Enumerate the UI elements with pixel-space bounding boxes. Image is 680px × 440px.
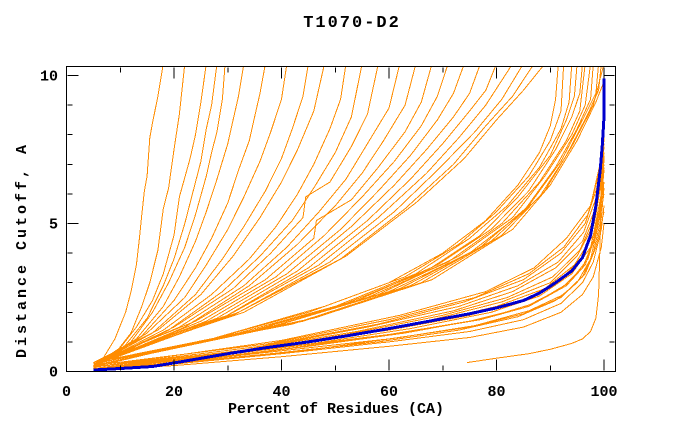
model-curve (93, 66, 363, 368)
model-curve (93, 187, 605, 371)
model-curve (93, 158, 605, 371)
model-curve (93, 66, 347, 367)
x-axis-label: Percent of Residues (CA) (228, 401, 444, 418)
tick-labels-group: 0 20 40 60 80 100 0 5 10 (40, 69, 618, 402)
model-curve (98, 66, 288, 365)
model-curve (93, 205, 605, 369)
model-curve (93, 66, 586, 364)
model-curve (93, 66, 207, 367)
y-tick-label: 0 (49, 365, 58, 382)
y-tick-label: 10 (40, 69, 58, 86)
x-tick-label: 0 (62, 384, 71, 401)
model-curve (93, 143, 605, 369)
x-tick-label: 60 (380, 384, 398, 401)
model-curve (93, 110, 605, 368)
model-curve (98, 66, 218, 366)
axes-group (66, 66, 616, 372)
plot-frame (66, 66, 616, 372)
x-tick-label: 40 (272, 384, 290, 401)
model-curve (93, 66, 565, 368)
model-curve (93, 66, 226, 369)
model-curve (93, 66, 432, 364)
highlighted-model-curve (93, 78, 606, 372)
model-curve (93, 66, 266, 367)
y-axis-label: Distance Cutoff, A (14, 142, 31, 358)
model-curve (93, 66, 578, 365)
model-curve (93, 66, 448, 367)
model-curve (93, 131, 605, 368)
chart-title: T1070-D2 (303, 14, 401, 33)
model-curve (93, 66, 400, 365)
model-curve (466, 167, 602, 364)
model-curve (93, 66, 164, 368)
model-curve (93, 223, 605, 371)
model-curve (93, 66, 544, 364)
model-curve (93, 66, 325, 364)
model-curve (93, 211, 605, 369)
model-curve (93, 66, 186, 369)
model-curves-group (93, 66, 606, 372)
model-curve (93, 119, 605, 367)
x-tick-label: 100 (590, 384, 617, 401)
model-curve (93, 193, 605, 369)
model-curve (93, 81, 605, 365)
model-curve (93, 66, 416, 367)
model-curve (93, 66, 599, 367)
y-tick-label: 5 (49, 217, 58, 234)
model-curve (98, 66, 481, 364)
model-curve (93, 66, 591, 367)
model-curve (93, 66, 464, 365)
x-tick-label: 80 (487, 384, 505, 401)
model-curve (93, 66, 512, 364)
model-curve (93, 66, 379, 367)
model-curve (98, 66, 534, 364)
model-curve (93, 66, 245, 368)
x-tick-label: 20 (165, 384, 183, 401)
model-curve (93, 66, 309, 367)
model-curve (93, 66, 497, 367)
model-curve (93, 182, 605, 371)
